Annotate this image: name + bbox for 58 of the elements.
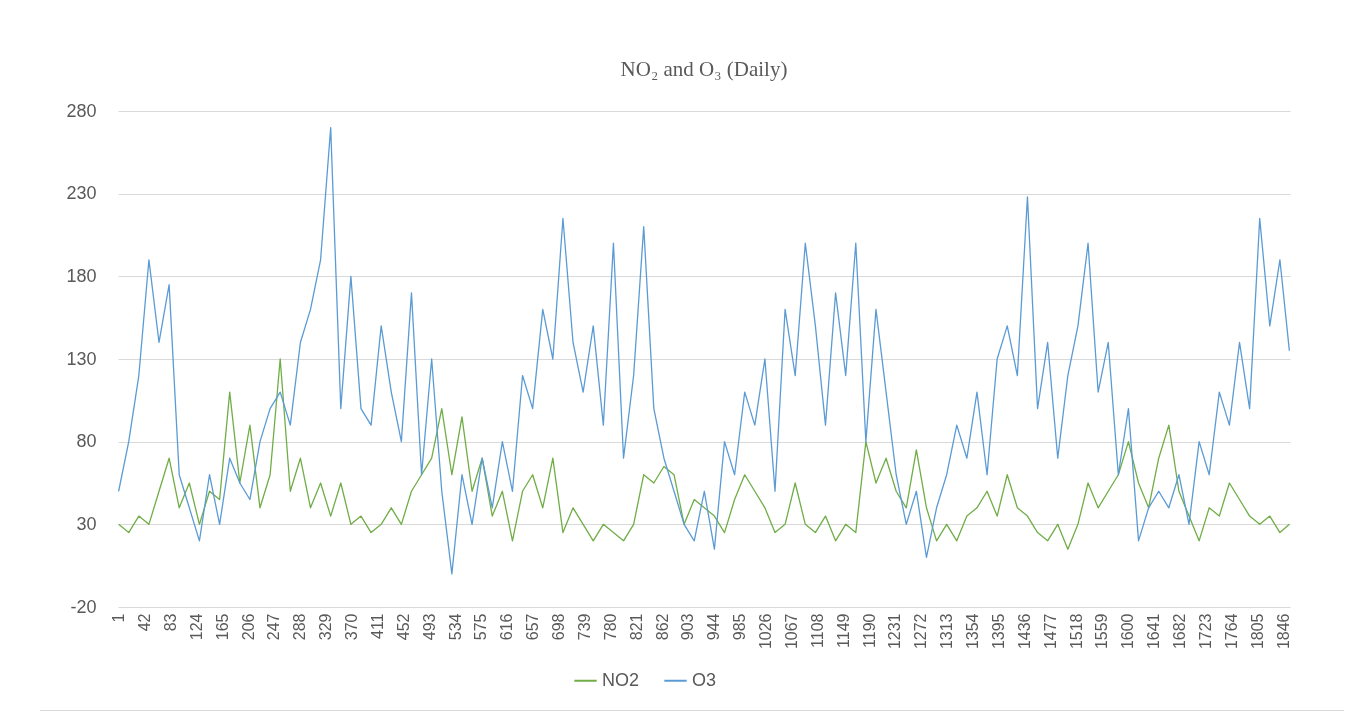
- x-tick-label: 903: [679, 613, 697, 641]
- x-tick-label: 534: [446, 613, 464, 641]
- x-tick-label: 1149: [834, 613, 852, 648]
- x-tick-label: 1477: [1041, 613, 1059, 650]
- x-tick-label: 493: [420, 613, 438, 641]
- y-tick-label: 30: [76, 513, 97, 534]
- x-tick-label: 616: [498, 613, 516, 641]
- x-tick-label: 780: [601, 613, 619, 641]
- x-tick-label: 1682: [1171, 613, 1189, 650]
- x-tick-label: 1067: [782, 613, 800, 650]
- x-tick-label: 206: [239, 613, 257, 641]
- x-tick-label: 1846: [1274, 613, 1292, 650]
- x-tick-label: 1764: [1222, 613, 1240, 650]
- x-tick-label: 1395: [989, 613, 1007, 650]
- x-tick-label: 165: [213, 613, 231, 641]
- x-tick-label: 1231: [886, 613, 904, 650]
- x-tick-label: 411: [368, 613, 386, 640]
- x-tick-label: 698: [550, 613, 568, 641]
- x-tick-label: 1: [110, 613, 128, 623]
- x-tick-label: 124: [187, 613, 205, 641]
- x-tick-label: 42: [136, 613, 154, 632]
- x-tick-label: 1436: [1015, 613, 1033, 650]
- y-tick-label: 230: [66, 183, 97, 204]
- x-tick-label: 944: [705, 613, 723, 641]
- x-tick-label: 1272: [912, 613, 930, 650]
- x-tick-label: 575: [472, 613, 490, 641]
- x-tick-label: 1559: [1093, 613, 1111, 650]
- x-tick-label: 1190: [860, 613, 878, 648]
- line-series: [118, 126, 1290, 575]
- y-tick-label: 180: [66, 265, 97, 286]
- x-tick-label: 1108: [808, 613, 826, 648]
- x-tick-label: 370: [343, 613, 361, 641]
- x-tick-label: 1354: [964, 613, 982, 650]
- x-tick-label: 1313: [938, 613, 956, 650]
- y-tick-label: 280: [66, 100, 97, 121]
- x-tick-label: 1600: [1119, 613, 1137, 650]
- legend-label: NO2: [602, 669, 640, 690]
- x-tick-label: 329: [317, 613, 335, 641]
- x-tick-label: 1723: [1196, 613, 1214, 650]
- x-tick-label: 1518: [1067, 613, 1085, 650]
- x-tick-label: 821: [627, 613, 645, 641]
- x-tick-label: 247: [265, 613, 283, 641]
- x-tick-label: 657: [524, 613, 542, 641]
- y-tick-label: -20: [70, 596, 97, 617]
- y-tick-label: 130: [66, 348, 97, 369]
- x-tick-label: 862: [653, 613, 671, 641]
- x-tick-label: 739: [575, 613, 593, 641]
- x-tick-label: 1026: [757, 613, 775, 650]
- x-tick-label: 288: [291, 613, 309, 641]
- x-tick-label: 452: [394, 613, 412, 641]
- x-tick-label: 1805: [1248, 613, 1266, 650]
- x-tick-label: 83: [161, 613, 179, 632]
- chart-title: NO₂ and O₃ (Daily): [620, 57, 788, 81]
- line-series: [118, 358, 1290, 550]
- x-tick-label: 1641: [1145, 613, 1163, 650]
- legend-label: O3: [692, 669, 717, 690]
- x-tick-label: 985: [731, 613, 749, 641]
- y-tick-label: 80: [76, 431, 97, 452]
